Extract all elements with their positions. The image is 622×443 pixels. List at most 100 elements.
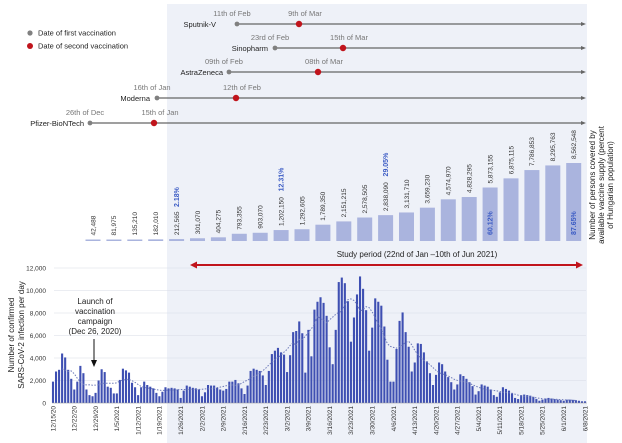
daily-case-bar	[337, 282, 340, 403]
daily-case-bar	[571, 399, 574, 403]
second-dose-date: 12th of Feb	[223, 83, 261, 92]
daily-case-bar	[362, 288, 365, 403]
daily-case-bar	[447, 377, 450, 403]
daily-case-bar	[273, 350, 276, 403]
daily-case-bar	[547, 397, 550, 403]
daily-case-bar	[91, 396, 94, 403]
daily-case-bar	[492, 395, 495, 403]
x-tick-label: 1/19/2021	[157, 406, 164, 435]
daily-case-bar	[146, 385, 149, 403]
y-tick-label: 12,000	[26, 266, 46, 273]
daily-case-bar	[112, 393, 115, 403]
daily-case-bar	[191, 387, 194, 403]
timeline-pfizer-biontech: Pfizer-BioNTech 26th of Dec 15th of Jan	[30, 108, 586, 128]
daily-case-bar	[164, 387, 167, 403]
daily-case-bar	[550, 398, 553, 403]
daily-case-bar	[97, 380, 100, 403]
daily-case-bar	[529, 395, 532, 403]
daily-case-bar	[441, 364, 444, 403]
x-tick-label: 12/15/20	[50, 406, 57, 432]
study-period-label: Study period (22nd of Jan –10th of Jun 2…	[337, 250, 498, 259]
daily-case-bar	[130, 382, 134, 403]
daily-case-bar	[474, 394, 477, 403]
daily-case-bar	[368, 350, 371, 403]
supply-bar	[169, 239, 185, 241]
daily-case-bar	[358, 276, 362, 403]
arrow-head-icon	[581, 70, 586, 74]
daily-case-bar	[170, 387, 173, 403]
daily-case-bar	[419, 343, 422, 403]
daily-case-bar	[444, 371, 447, 403]
daily-case-bar	[319, 297, 322, 403]
daily-case-bar	[383, 326, 386, 403]
daily-case-bar	[331, 364, 334, 403]
daily-case-bar	[422, 352, 425, 403]
percent-label: 2.18%	[174, 186, 181, 207]
daily-case-bar	[67, 369, 70, 403]
supply-bar-label: 8,295,763	[550, 132, 557, 161]
cases-axis-label: Number of confirmedSARS-CoV-2 infection …	[7, 281, 26, 389]
supply-bar-label: 1,202,150	[278, 197, 285, 226]
daily-case-bar	[498, 392, 501, 403]
svg-text:vaccination: vaccination	[75, 307, 115, 316]
daily-case-bar	[216, 387, 219, 403]
supply-bar-label: 8,562,548	[571, 130, 578, 159]
daily-case-bar	[374, 298, 377, 403]
daily-case-bar	[313, 309, 316, 403]
timeline-sputnik-v: Sputnik-V 11th of Feb 9th of Mar	[183, 9, 586, 29]
daily-case-bar	[380, 305, 383, 403]
daily-case-bar	[106, 386, 109, 403]
daily-case-bar	[279, 352, 283, 403]
daily-case-bar	[346, 301, 349, 403]
daily-case-bar	[453, 389, 456, 403]
daily-case-bar	[568, 399, 571, 403]
supply-bar	[127, 239, 143, 241]
second-vaccination-dot-icon	[27, 43, 33, 49]
second-dose-dot	[314, 68, 322, 76]
supply-bar-label: 42,488	[90, 215, 97, 235]
vaccine-name: Pfizer-BioNTech	[30, 119, 84, 128]
daily-case-bar	[158, 396, 161, 403]
daily-case-bar	[486, 386, 489, 403]
daily-case-bar	[355, 294, 359, 403]
first-dose-date: 23rd of Feb	[251, 33, 289, 42]
supply-bar	[440, 199, 456, 241]
supply-bar	[503, 178, 519, 241]
y-tick-label: 2,000	[30, 378, 47, 385]
daily-case-bar	[258, 370, 261, 403]
daily-case-bar	[194, 388, 197, 403]
daily-case-bar	[438, 362, 441, 403]
daily-case-bar	[520, 395, 523, 403]
daily-case-bar	[61, 353, 64, 403]
daily-case-bar	[58, 369, 61, 403]
daily-case-bar	[252, 368, 255, 403]
second-dose-dot	[295, 20, 303, 28]
first-dose-dot	[154, 95, 160, 101]
daily-case-bar	[535, 399, 538, 403]
daily-case-bar	[197, 389, 200, 403]
x-tick-label: 5/11/2021	[497, 406, 504, 435]
daily-case-bar	[237, 383, 240, 403]
daily-case-bar	[462, 376, 465, 403]
daily-case-bar	[200, 396, 204, 403]
supply-bar-label: 6,875,115	[508, 146, 515, 175]
daily-case-bar	[167, 388, 170, 403]
first-dose-date: 11th of Feb	[213, 9, 250, 18]
vaccine-name: AstraZeneca	[180, 68, 223, 77]
daily-case-bar	[301, 333, 304, 403]
second-dose-date: 15th of Mar	[330, 33, 368, 42]
daily-case-bar	[562, 400, 565, 403]
supply-bar	[190, 238, 205, 241]
supply-bar	[419, 207, 435, 241]
x-tick-label: 12/29/20	[93, 406, 100, 432]
daily-case-bar	[556, 399, 559, 403]
daily-case-bar	[395, 349, 398, 403]
daily-case-bar	[583, 401, 587, 403]
supply-bar-label: 3,131,710	[404, 179, 411, 208]
daily-case-bar	[468, 382, 471, 403]
timeline-moderna: Moderna 16th of Jan 12th of Feb	[120, 83, 586, 103]
daily-case-bar	[286, 372, 289, 403]
daily-case-bar	[228, 381, 231, 403]
daily-case-bar	[246, 385, 249, 403]
supply-bar-label: 135,210	[132, 212, 139, 236]
